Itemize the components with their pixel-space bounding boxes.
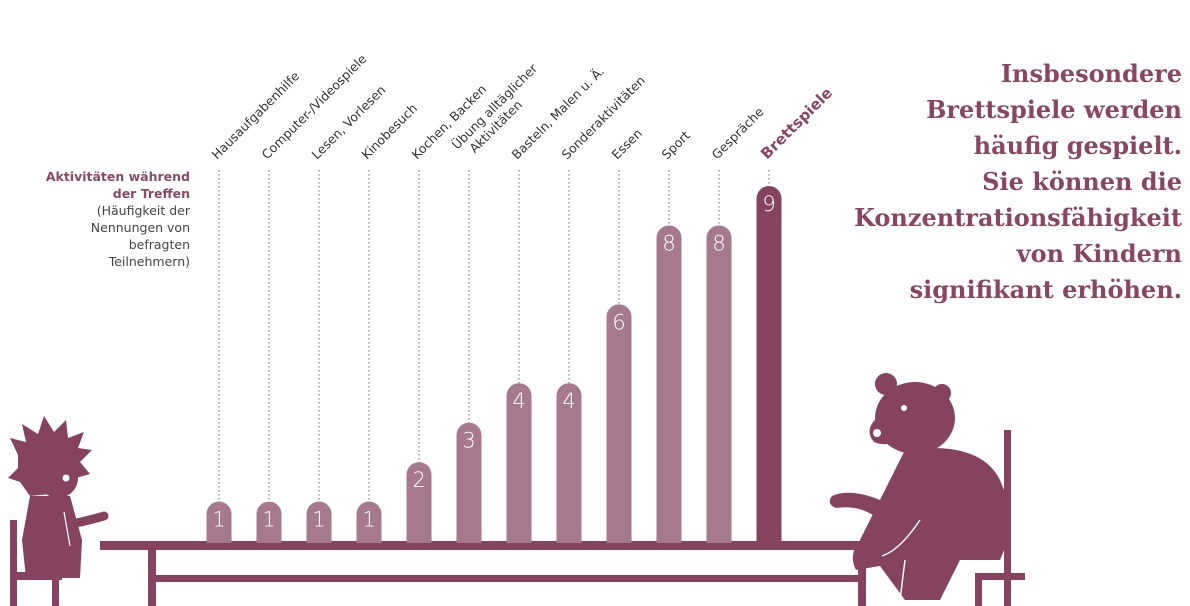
bar-5 (406, 462, 432, 543)
side-label-strong-1: Aktivitäten während (45, 169, 190, 184)
bar-10-category-label: Sport (659, 128, 693, 162)
bars-layer: 1Hausaufgabenhilfe1Computer-/Videospiele… (206, 51, 836, 543)
headline-line-5: Konzentrationsfähigkeit (854, 203, 1182, 232)
bar-10 (656, 225, 682, 543)
bar-1-category-label: Hausaufgabenhilfe (209, 68, 303, 162)
headline-line-4: Sie können die (982, 167, 1182, 196)
child-icon (8, 416, 109, 578)
side-label-sub-1: (Häufigkeit der (96, 203, 190, 218)
chart-side-label: Aktivitäten während der Treffen (Häufigk… (0, 168, 190, 270)
headline: Insbesondere Brettspiele werden häufig g… (822, 56, 1182, 308)
bar-12-value-label: 9 (762, 192, 775, 216)
bar-11-value-label: 8 (712, 231, 725, 255)
bar-1 (206, 501, 232, 543)
bar-6-value-label: 3 (462, 429, 475, 453)
bear-icon (829, 373, 1009, 601)
bar-8 (556, 383, 582, 543)
bar-1-value-label: 1 (212, 508, 225, 532)
bar-12 (756, 186, 782, 543)
bar-3 (306, 501, 332, 543)
bar-7-value-label: 4 (512, 389, 525, 413)
headline-line-6: von Kindern (1016, 239, 1182, 268)
bar-9-value-label: 6 (612, 310, 625, 334)
table-icon (100, 541, 885, 606)
side-label-sub-2: Nennungen von (90, 220, 190, 235)
bar-6 (456, 422, 482, 543)
bar-2 (256, 501, 282, 543)
bar-9 (606, 304, 632, 543)
bar-10-value-label: 8 (662, 231, 675, 255)
bar-3-value-label: 1 (312, 508, 325, 532)
headline-line-3: häufig gespielt. (973, 131, 1182, 160)
bar-11-category-label: Gespräche (709, 104, 767, 162)
side-label-sub-3: befragten (128, 237, 190, 252)
side-label-strong-2: der Treffen (112, 186, 190, 201)
bar-5-value-label: 2 (412, 468, 425, 492)
side-label-sub-4: Teilnehmern) (108, 254, 190, 269)
bar-7 (506, 383, 532, 543)
bar-2-value-label: 1 (262, 508, 275, 532)
bar-9-category-label: Essen (609, 126, 645, 162)
headline-line-2: Brettspiele werden (926, 95, 1182, 124)
bar-8-value-label: 4 (562, 389, 575, 413)
headline-line-1: Insbesondere (1000, 59, 1182, 88)
bar-4 (356, 501, 382, 543)
bar-4-value-label: 1 (362, 508, 375, 532)
bar-8-category-label: Sonderaktivitäten (559, 73, 648, 162)
bar-11 (706, 225, 732, 543)
headline-line-7: signifikant erhöhen. (909, 275, 1182, 304)
